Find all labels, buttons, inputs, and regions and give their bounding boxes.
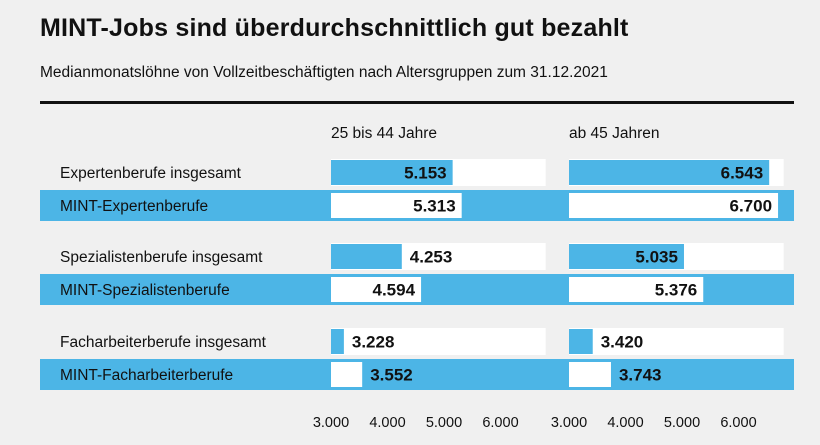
category-label: MINT-Facharbeiterberufe [60, 367, 233, 384]
data-label: 4.253 [410, 248, 453, 267]
data-label: 3.743 [619, 366, 662, 385]
category-label: MINT-Spezialistenberufe [60, 282, 230, 299]
category-label: Spezialistenberufe insgesamt [60, 249, 263, 266]
x-tick-label: 5.000 [664, 415, 700, 431]
data-label: 3.420 [601, 333, 644, 352]
bar [331, 362, 363, 387]
data-label: 5.313 [413, 197, 456, 216]
data-label: 3.228 [352, 333, 395, 352]
data-label: 6.700 [730, 197, 773, 216]
bar [569, 277, 704, 302]
bar [331, 277, 422, 302]
category-label: Facharbeiterberufe insgesamt [60, 334, 267, 351]
data-label: 6.543 [721, 164, 764, 183]
x-tick-label: 5.000 [426, 415, 462, 431]
x-tick-label: 4.000 [607, 415, 643, 431]
bar [331, 244, 402, 269]
row-band-panel-2 [569, 328, 784, 355]
chart-title: MINT-Jobs sind überdurchschnittlich gut … [40, 14, 629, 42]
chart-subtitle: Medianmonatslöhne von Vollzeitbeschäftig… [40, 64, 608, 81]
data-label: 3.552 [370, 366, 413, 385]
bar [569, 329, 593, 354]
bar [331, 329, 344, 354]
bar [569, 193, 779, 218]
bar [331, 193, 462, 218]
data-label: 5.376 [655, 281, 698, 300]
x-tick-label: 3.000 [313, 415, 349, 431]
x-tick-label: 3.000 [551, 415, 587, 431]
bar [569, 244, 684, 269]
row-band-panel-1 [331, 328, 546, 355]
data-label: 5.153 [404, 164, 447, 183]
category-label: Expertenberufe insgesamt [60, 165, 242, 182]
row-band-mint [40, 359, 794, 390]
data-label: 4.594 [373, 281, 416, 300]
x-tick-label: 6.000 [482, 415, 518, 431]
category-label: MINT-Expertenberufe [60, 198, 208, 215]
x-tick-label: 6.000 [720, 415, 756, 431]
title-rule [40, 101, 794, 104]
panel-header-ab-45: ab 45 Jahren [569, 125, 660, 142]
data-label: 5.035 [635, 248, 678, 267]
panel-header-25-44: 25 bis 44 Jahre [331, 125, 437, 142]
bar [569, 160, 770, 185]
x-tick-label: 4.000 [369, 415, 405, 431]
bar [569, 362, 611, 387]
bar [331, 160, 453, 185]
